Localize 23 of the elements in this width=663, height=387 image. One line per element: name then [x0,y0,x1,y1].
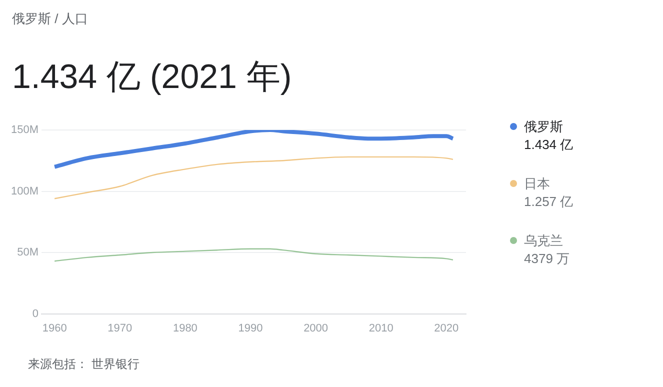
line-series [52,130,455,169]
line-series [54,156,454,200]
y-tick-label: 0 [32,308,39,320]
text: 4379 万 [524,250,571,268]
chart-title: 1.434 亿 (2021 年) [12,57,292,98]
legend-label: 乌克兰 [524,232,564,250]
line-series [54,248,454,262]
text: 来源包括： 世界银行 [28,356,140,373]
y-tick-label: 100M [10,185,39,198]
text: 1.257 亿 [524,193,574,211]
x-tick-label: 1970 [108,322,132,334]
text: 1.434 亿 [524,136,574,154]
x-tick-label: 1980 [172,322,198,334]
y-tick-label: 50M [17,246,39,259]
legend-label: 俄罗斯 [524,118,564,136]
x-tick-label: 1960 [42,322,67,334]
chart-subtitle: 俄罗斯 / 人口 [12,10,88,28]
x-tick-label: 2020 [434,322,459,334]
x-tick-label: 2000 [304,322,328,334]
x-tick-label: 2010 [368,322,394,334]
legend-label: 日本 [524,175,551,193]
y-tick-label: 150M [10,124,39,136]
x-tick-label: 1990 [238,322,263,334]
